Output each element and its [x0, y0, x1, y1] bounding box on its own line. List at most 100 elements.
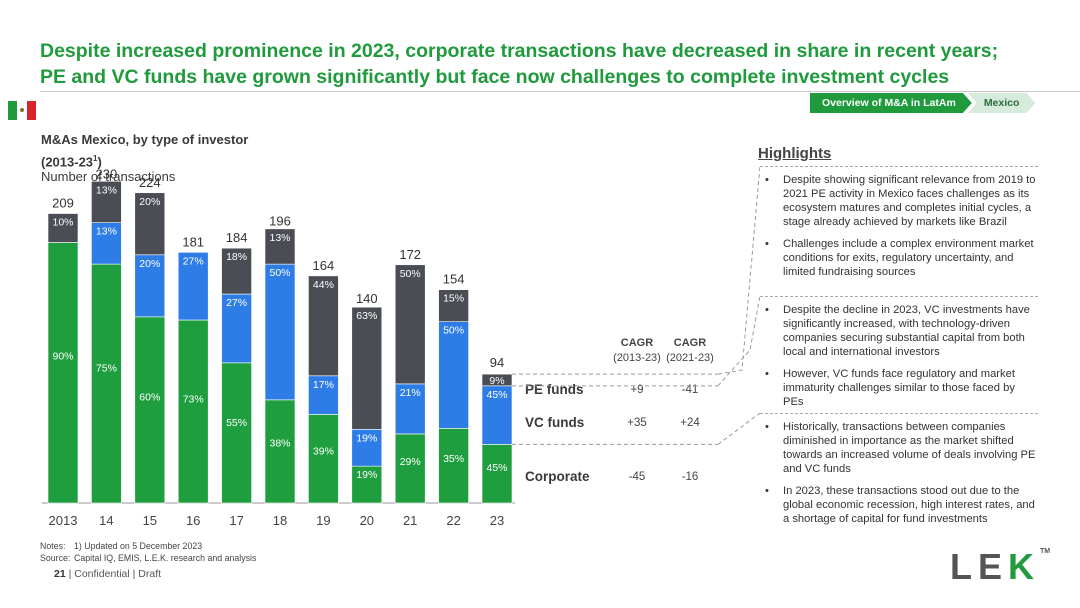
bar-segment-vc [91, 222, 122, 265]
bar-segment-vc [264, 263, 296, 401]
data-label-pe: 63% [356, 310, 377, 322]
highlights-title: Highlights [758, 145, 832, 162]
bar-segment-corporate [221, 362, 252, 504]
x-tick-label: 14 [99, 513, 113, 528]
data-label-pe: 15% [443, 293, 464, 305]
highlight-item: Despite the decline in 2023, VC investme… [760, 303, 1038, 359]
data-label-corporate: 90% [52, 351, 73, 363]
bar-segment-corporate [177, 319, 209, 504]
bar-segment-corporate [394, 433, 426, 504]
page-title-line-1: Despite increased prominence in 2023, co… [40, 40, 999, 62]
data-label-vc: 17% [313, 379, 334, 391]
data-label-vc: 50% [443, 325, 464, 337]
cagr-header-period: (2013-23) [613, 352, 661, 364]
bar-segment-pe [91, 180, 122, 223]
data-label-corporate: 19% [356, 469, 377, 481]
lek-logo: LEKTM [950, 546, 1051, 587]
cagr-value: +35 [627, 417, 647, 429]
bar-segment-corporate [264, 399, 296, 504]
bar-segment-corporate [47, 242, 79, 504]
data-label-vc: 50% [269, 267, 290, 279]
x-tick-label: 15 [143, 513, 157, 528]
total-label: 154 [443, 272, 465, 287]
data-label-vc: 45% [486, 389, 507, 401]
mexico-flag-icon [8, 101, 36, 120]
x-tick-label: 18 [273, 513, 287, 528]
highlight-item: Despite showing significant relevance fr… [760, 173, 1038, 229]
data-label-vc: 13% [96, 226, 117, 238]
data-label-vc: 21% [400, 387, 421, 399]
page-number: 21 [54, 568, 66, 580]
page-title: Despite increased prominence in 2023, co… [40, 38, 1060, 90]
bar-segment-pe [134, 192, 166, 256]
data-label-corporate: 60% [139, 392, 160, 404]
footer-text: | Confidential | Draft [68, 568, 162, 580]
data-label-pe: 13% [96, 184, 117, 196]
data-label-corporate: 73% [183, 393, 204, 405]
total-label: 196 [269, 214, 291, 229]
bar-segment-corporate [134, 316, 166, 504]
highlights-vc-group: Despite the decline in 2023, VC investme… [760, 296, 1038, 417]
total-label: 184 [226, 230, 248, 245]
bar-segment-vc [351, 429, 383, 467]
chart-title-main: M&As Mexico, by type of investor [41, 132, 249, 147]
data-label-corporate: 45% [486, 462, 507, 474]
bar-segment-corporate [481, 444, 513, 504]
cagr-value: -45 [629, 471, 646, 483]
data-label-corporate: 38% [269, 437, 290, 449]
data-label-pe: 44% [313, 279, 334, 291]
stacked-bar-chart: 90% 10% 209 2013 75% 13% 13% 230 14 60% 20% 20% 224 1… [42, 165, 760, 528]
x-tick-label: 17 [229, 513, 243, 528]
x-tick-label: 16 [186, 513, 200, 528]
bar-segment-corporate [351, 465, 383, 504]
breadcrumb-overview[interactable]: Overview of M&A in LatAm [810, 93, 972, 113]
data-label-corporate: 29% [400, 456, 421, 468]
bar-segment-corporate [308, 414, 339, 504]
highlight-item: Challenges include a complex environment… [760, 237, 1038, 279]
bar-segment-pe [221, 247, 252, 295]
x-tick-label: 19 [316, 513, 330, 528]
connector-vc [717, 295, 760, 387]
x-tick-label: 23 [490, 513, 504, 528]
bar-segment-vc [177, 252, 209, 321]
breadcrumb-mexico[interactable]: Mexico [968, 93, 1036, 113]
bar-segment-pe [264, 228, 296, 265]
bar-segment-vc [134, 254, 166, 318]
cagr-value: +24 [680, 417, 700, 429]
highlight-item: However, VC funds face regulatory and ma… [760, 367, 1038, 409]
data-label-pe: 18% [226, 251, 247, 263]
highlights-corporate-group: Historically, transactions between compa… [760, 413, 1038, 534]
bar-segment-pe [47, 213, 79, 243]
notes-text: 1) Updated on 5 December 2023 [74, 541, 203, 551]
source-label: Source: [40, 553, 71, 563]
cagr-value: -41 [682, 384, 699, 396]
data-label-corporate: 39% [313, 445, 334, 457]
highlights-pe-group: Despite showing significant relevance fr… [760, 166, 1038, 287]
data-label-vc: 19% [356, 432, 377, 444]
chart-title-period: (2013-231) [41, 154, 102, 170]
cagr-row-label: VC funds [525, 415, 584, 430]
data-label-vc: 27% [183, 255, 204, 267]
footnotes: Notes: 1) Updated on 5 December 2023 Sour… [40, 540, 256, 564]
chart-subtitle: Number of transactions [41, 169, 176, 184]
data-label-corporate: 75% [96, 363, 117, 375]
data-label-pe: 20% [139, 196, 160, 208]
connector-pe [717, 165, 760, 375]
bar-segment-pe [438, 289, 469, 323]
total-label: 140 [356, 291, 378, 306]
total-label: 181 [182, 234, 204, 249]
breadcrumb: Overview of M&A in LatAm Mexico [810, 93, 1035, 113]
bar-segment-vc [481, 385, 513, 445]
total-label: 230 [96, 166, 118, 181]
total-label: 94 [490, 355, 504, 370]
x-tick-label: 22 [446, 513, 460, 528]
data-label-pe: 13% [269, 232, 290, 244]
connector-corporate [717, 412, 760, 445]
cagr-value: +9 [630, 384, 643, 396]
highlight-item: In 2023, these transactions stood out du… [760, 484, 1038, 526]
data-label-pe: 50% [400, 268, 421, 280]
data-label-vc: 20% [139, 258, 160, 270]
total-label: 172 [399, 247, 421, 262]
notes-label: Notes: [40, 541, 66, 551]
bar-segment-corporate [91, 263, 122, 504]
